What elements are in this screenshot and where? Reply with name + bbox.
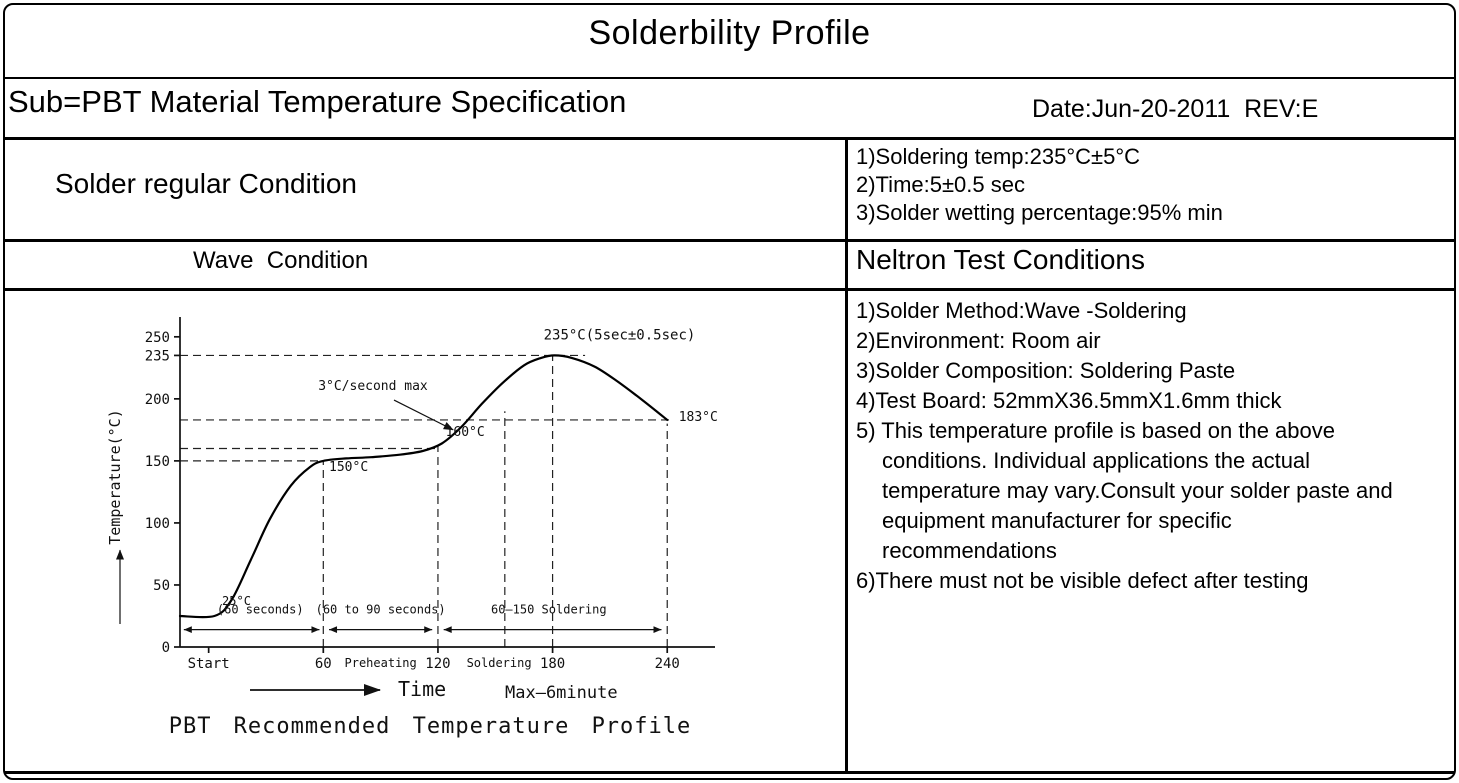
svg-text:Max–6minute: Max–6minute [505, 683, 618, 703]
svg-text:(60 seconds): (60 seconds) [217, 603, 304, 617]
svg-text:235°C(5sec±0.5sec): 235°C(5sec±0.5sec) [544, 327, 696, 343]
svg-text:25°C: 25°C [222, 594, 251, 608]
svg-text:100: 100 [145, 516, 170, 532]
svg-text:Preheating: Preheating [345, 656, 417, 670]
svg-text:250: 250 [145, 330, 170, 346]
svg-text:150°C: 150°C [329, 460, 368, 475]
svg-text:160°C: 160°C [446, 425, 485, 440]
list-item: 1)Soldering temp:235°C±5°C [856, 144, 1141, 169]
list-item: 2)Environment: Room air [856, 328, 1101, 353]
svg-text:Time: Time [398, 677, 446, 701]
list-item: 2)Time:5±0.5 sec [856, 172, 1025, 197]
table-column-divider [845, 137, 848, 771]
svg-text:(60 to 90 seconds): (60 to 90 seconds) [316, 603, 446, 617]
page-title: Solderbility Profile [588, 14, 871, 52]
title-divider [5, 77, 1454, 79]
wave-condition-label: Wave Condition [193, 247, 369, 274]
svg-text:120: 120 [425, 656, 450, 672]
svg-text:60–150 Soldering: 60–150 Soldering [491, 603, 607, 617]
svg-text:240: 240 [655, 656, 680, 672]
list-item: 3)Solder Composition: Soldering Paste [856, 358, 1236, 383]
list-item: 5) This temperature profile is based on … [856, 418, 1393, 563]
svg-text:150: 150 [145, 454, 170, 470]
temperature-profile-svg: 0 50 100 150 200 235 250 Start 60 120 180 240 Prehea… [106, 317, 718, 739]
svg-text:60: 60 [315, 656, 332, 672]
svg-text:Start: Start [188, 656, 230, 672]
solder-regular-condition-label: Solder regular Condition [55, 168, 357, 199]
list-item: 1)Solder Method:Wave -Soldering [856, 298, 1187, 323]
document-subtitle: Sub=PBT Material Temperature Specificati… [8, 84, 627, 119]
soldering-parameters-list: 1)Soldering temp:235°C±5°C 2)Time:5±0.5 s… [856, 143, 1223, 227]
svg-text:PBT Recommended Temperature Pr: PBT Recommended Temperature Profile [169, 714, 692, 739]
svg-text:183°C: 183°C [679, 410, 718, 425]
neltron-test-conditions-header: Neltron Test Conditions [856, 244, 1145, 275]
table-top-border [5, 137, 1454, 140]
svg-text:Temperature(°C): Temperature(°C) [106, 409, 124, 544]
row-divider-1 [5, 239, 1454, 242]
temperature-profile-chart: 0 50 100 150 200 235 250 Start 60 120 180 240 Prehea… [80, 292, 760, 742]
row-divider-2 [5, 288, 1454, 291]
test-conditions-list: 1)Solder Method:Wave -Soldering 2)Environ… [856, 296, 1401, 596]
date-revision: Date:Jun-20-2011 REV:E [1032, 95, 1319, 123]
svg-text:0: 0 [162, 640, 170, 656]
svg-text:235: 235 [145, 348, 170, 364]
svg-text:180: 180 [540, 656, 565, 672]
svg-text:200: 200 [145, 392, 170, 408]
svg-text:Soldering: Soldering [467, 656, 532, 670]
list-item: 3)Solder wetting percentage:95% min [856, 200, 1223, 225]
svg-text:3°C/second max: 3°C/second max [318, 379, 428, 394]
table-bottom-border [5, 771, 1454, 774]
list-item: 6)There must not be visible defect after… [856, 568, 1309, 593]
list-item: 4)Test Board: 52mmX36.5mmX1.6mm thick [856, 388, 1282, 413]
svg-text:50: 50 [153, 578, 170, 594]
